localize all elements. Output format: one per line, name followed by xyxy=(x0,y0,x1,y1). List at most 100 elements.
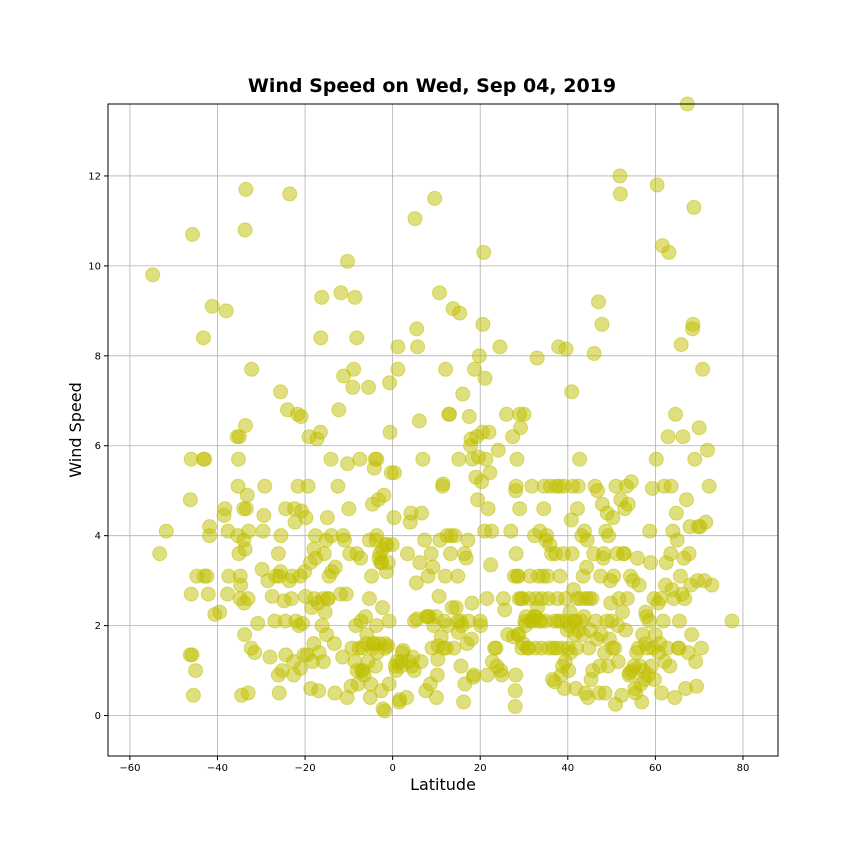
data-point xyxy=(238,418,254,434)
data-point xyxy=(262,649,278,665)
data-point xyxy=(319,510,335,526)
data-point xyxy=(452,305,468,321)
data-point xyxy=(669,532,685,548)
data-point xyxy=(647,672,663,688)
data-point xyxy=(570,478,586,494)
data-point xyxy=(663,546,679,562)
data-point xyxy=(536,501,552,517)
data-point xyxy=(564,384,580,400)
data-point xyxy=(667,690,683,706)
data-point xyxy=(663,478,679,494)
data-point xyxy=(479,591,495,607)
data-point xyxy=(369,451,385,467)
data-point xyxy=(195,330,211,346)
data-point xyxy=(455,386,471,402)
x-tick-label: −40 xyxy=(207,763,228,774)
data-point xyxy=(185,226,201,242)
data-point xyxy=(188,663,204,679)
data-point xyxy=(673,337,689,353)
data-point xyxy=(612,186,628,202)
data-point xyxy=(271,685,287,701)
data-point xyxy=(579,559,595,575)
data-point xyxy=(311,683,327,699)
data-point xyxy=(410,339,426,355)
data-point xyxy=(507,699,523,715)
data-point xyxy=(678,492,694,508)
data-point xyxy=(238,181,254,197)
data-point xyxy=(411,413,427,429)
data-point xyxy=(615,604,631,620)
data-point xyxy=(197,451,213,467)
data-point xyxy=(451,451,467,467)
x-tick-label: 0 xyxy=(389,763,395,774)
data-point xyxy=(294,615,310,631)
plot-frame xyxy=(107,103,779,757)
data-point xyxy=(380,555,396,571)
data-point xyxy=(695,361,711,377)
data-point xyxy=(353,550,369,566)
data-point xyxy=(314,289,330,305)
data-point xyxy=(273,384,289,400)
data-point xyxy=(631,577,647,593)
data-point xyxy=(425,559,441,575)
data-point xyxy=(429,667,445,683)
data-point xyxy=(384,537,400,553)
data-point xyxy=(298,510,314,526)
data-point xyxy=(414,505,430,521)
x-axis-label: Latitude xyxy=(410,775,476,794)
data-point xyxy=(217,501,233,517)
data-point xyxy=(724,613,740,629)
data-point xyxy=(480,501,496,517)
y-tick-label: 10 xyxy=(88,261,101,272)
data-point xyxy=(442,546,458,562)
data-point xyxy=(333,285,349,301)
data-point xyxy=(494,667,510,683)
data-point xyxy=(447,528,463,544)
data-point xyxy=(629,550,645,566)
data-point xyxy=(691,420,707,436)
y-tick-label: 12 xyxy=(88,171,101,182)
data-point xyxy=(529,350,545,366)
data-point xyxy=(661,244,677,260)
data-point xyxy=(618,622,634,638)
data-point xyxy=(516,406,532,422)
data-point xyxy=(255,523,271,539)
data-point xyxy=(569,501,585,517)
data-point xyxy=(237,541,253,557)
data-point xyxy=(634,694,650,710)
data-point xyxy=(607,640,623,656)
data-point xyxy=(184,647,200,663)
data-point xyxy=(552,568,568,584)
data-point xyxy=(704,577,720,593)
data-point xyxy=(361,379,377,395)
data-point xyxy=(283,591,299,607)
data-point xyxy=(300,478,316,494)
data-point xyxy=(368,618,384,634)
data-point xyxy=(497,602,513,618)
data-point xyxy=(270,546,286,562)
data-point xyxy=(338,586,354,602)
data-point xyxy=(331,402,347,418)
data-point xyxy=(390,361,406,377)
data-point xyxy=(610,654,626,670)
data-point xyxy=(654,685,670,701)
data-point xyxy=(453,658,469,674)
data-point xyxy=(381,613,397,629)
data-point xyxy=(475,316,491,332)
x-tick-label: −60 xyxy=(119,763,140,774)
data-point xyxy=(686,199,702,215)
data-point xyxy=(238,501,254,517)
data-point xyxy=(182,492,198,508)
data-point xyxy=(597,685,613,701)
data-point xyxy=(212,604,228,620)
data-point xyxy=(693,640,709,656)
data-point xyxy=(492,339,508,355)
data-point xyxy=(456,694,472,710)
data-point xyxy=(688,654,704,670)
data-point xyxy=(408,575,424,591)
data-point xyxy=(579,532,595,548)
data-point xyxy=(648,451,664,467)
data-point xyxy=(558,341,574,357)
data-point xyxy=(476,244,492,260)
